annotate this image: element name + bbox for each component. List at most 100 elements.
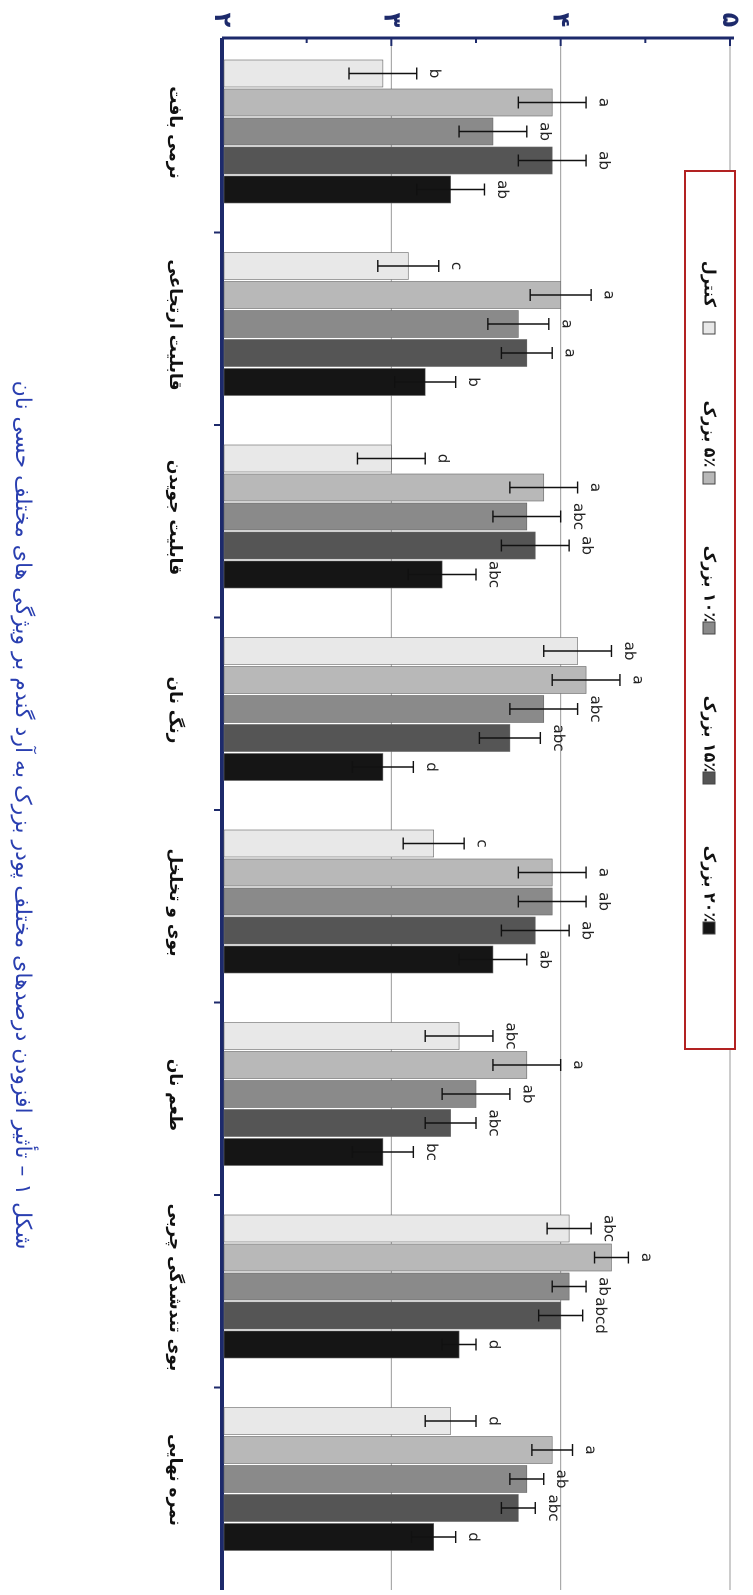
bar <box>223 88 553 117</box>
significance-letter: a <box>558 319 576 328</box>
legend: کنترل ۵٪ بزرک ۱۰٪ بزرک ۱۵٪ بزرک ۲۰٪ بزرک <box>684 170 736 1050</box>
bar <box>223 916 536 945</box>
tick-label: ۲ <box>209 13 237 28</box>
significance-letter: abc <box>550 725 568 752</box>
tick-label: ۵ <box>717 13 745 28</box>
significance-letter: ab <box>621 642 639 661</box>
significance-letter: ab <box>519 1085 537 1104</box>
bar <box>223 724 511 752</box>
significance-letter: d <box>486 1416 504 1426</box>
bar <box>223 1407 451 1435</box>
bar <box>223 339 528 367</box>
significance-letter: abc <box>570 503 588 530</box>
significance-letter: ab <box>553 1470 571 1489</box>
category-label: بوی تندشدگی چربی <box>165 1204 186 1372</box>
legend-swatch <box>702 321 716 335</box>
bar <box>223 858 553 887</box>
significance-letter: a <box>601 290 619 299</box>
significance-letter: ab <box>536 122 554 141</box>
bar <box>223 368 426 396</box>
legend-swatch <box>702 771 716 785</box>
significance-letter: a <box>629 675 647 684</box>
category-label: رنگ نان <box>165 677 186 744</box>
legend-swatch <box>702 471 716 485</box>
bar <box>223 753 384 781</box>
legend-label: ۵٪ بزرک <box>701 401 720 468</box>
significance-letter: a <box>582 1445 600 1454</box>
bar <box>223 117 494 146</box>
bar <box>223 1494 519 1522</box>
significance-letter: ab <box>579 921 597 940</box>
bar <box>223 502 528 531</box>
bar <box>223 146 553 175</box>
bar <box>223 1214 570 1243</box>
bar <box>223 829 434 858</box>
significance-letter: a <box>562 348 580 357</box>
bar <box>223 666 587 694</box>
bar <box>223 945 494 974</box>
bar <box>223 637 578 665</box>
category-label: نمره نهایی <box>165 1434 185 1526</box>
significance-letter: abc <box>545 1495 563 1522</box>
bar <box>223 560 443 589</box>
bar <box>223 1080 477 1108</box>
bar <box>223 473 545 502</box>
significance-letter: d <box>486 1340 504 1350</box>
bar <box>223 1022 460 1050</box>
bar <box>223 1301 561 1330</box>
significance-letter: d <box>435 454 453 464</box>
bars: baabababcaaabdaabcababcabaabcabcdcaababa… <box>223 59 656 1551</box>
significance-letter: d <box>423 762 441 772</box>
significance-letter: d <box>465 1532 483 1542</box>
bar <box>223 1330 460 1359</box>
legend-label: ۲۰٪ بزرک <box>701 846 720 922</box>
bar <box>223 1436 553 1464</box>
bar <box>223 1138 384 1166</box>
significance-letter: a <box>587 483 605 492</box>
significance-letter: c <box>474 839 492 847</box>
legend-label: ۱۰٪ بزرک <box>701 546 720 622</box>
bar <box>223 887 553 916</box>
category-label: بوی و تخلخل <box>165 848 185 956</box>
significance-letter: b <box>426 69 444 79</box>
bar <box>223 1051 528 1079</box>
significance-letter: ab <box>579 536 597 555</box>
bar <box>223 1272 570 1301</box>
significance-letter: ab <box>596 1277 614 1296</box>
bar <box>223 1243 612 1272</box>
value-axis: ۲ ۳ ۴ ۵ <box>209 13 745 1590</box>
significance-letter: abc <box>587 696 605 723</box>
bar <box>223 1109 451 1137</box>
significance-letter: abcd <box>592 1297 610 1333</box>
category-label: طعم نان <box>165 1059 185 1131</box>
bar <box>223 695 545 723</box>
bar <box>223 1465 528 1493</box>
category-label: نرمی بافت <box>165 86 185 179</box>
significance-letter: abc <box>486 561 504 588</box>
tick-label: ۳ <box>378 13 406 28</box>
category-label: قابلیت ارتجاعی <box>165 259 185 390</box>
significance-letter: b <box>465 377 483 387</box>
legend-label: کنترل <box>701 261 720 308</box>
significance-letter: abc <box>502 1023 520 1050</box>
tick-label: ۴ <box>548 13 576 28</box>
significance-letter: ab <box>596 892 614 911</box>
significance-letter: ab <box>536 950 554 969</box>
legend-swatch <box>702 921 716 935</box>
bar <box>223 531 536 560</box>
significance-letter: c <box>448 262 466 270</box>
category-label: قابلیت جویدن <box>165 460 185 575</box>
significance-letter: a <box>596 98 614 107</box>
legend-label: ۱۵٪ بزرک <box>701 696 720 772</box>
bar <box>223 175 451 204</box>
bar <box>223 281 561 309</box>
significance-letter: a <box>570 1060 588 1069</box>
legend-swatch <box>702 621 716 635</box>
significance-letter: abc <box>486 1110 504 1137</box>
significance-letter: abc <box>601 1215 619 1242</box>
significance-letter: bc <box>423 1143 441 1161</box>
legend-items: کنترل ۵٪ بزرک ۱۰٪ بزرک ۱۵٪ بزرک ۲۰٪ بزرک <box>701 261 720 935</box>
significance-letter: a <box>638 1253 656 1262</box>
significance-letter: a <box>596 868 614 877</box>
